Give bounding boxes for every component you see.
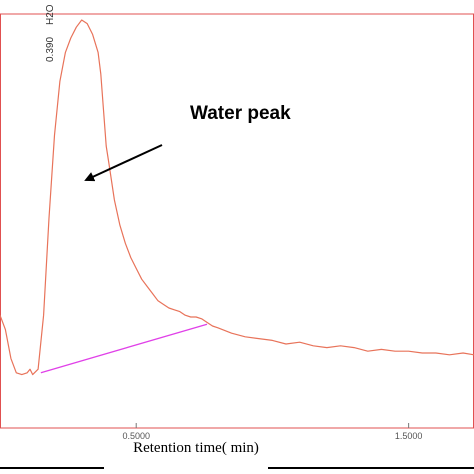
plot-frame bbox=[0, 13, 474, 429]
peak-retention-label: 0.390 bbox=[45, 37, 56, 62]
x-tick-label: 1.5000 bbox=[395, 431, 423, 441]
water-peak-annotation: Water peak bbox=[190, 103, 291, 124]
integration-baseline bbox=[40, 323, 208, 374]
peak-compound-label: H2O bbox=[45, 4, 56, 25]
annotation-arrow bbox=[84, 144, 163, 182]
x-tick-label: 0.5000 bbox=[122, 431, 150, 441]
x-axis-title: Retention time( min) bbox=[133, 440, 259, 456]
chromatogram-trace bbox=[0, 19, 474, 376]
